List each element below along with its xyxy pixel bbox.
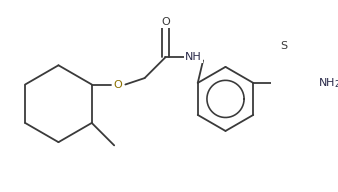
Text: S: S xyxy=(280,41,287,51)
Text: NH$_2$: NH$_2$ xyxy=(318,76,338,90)
Text: O: O xyxy=(161,17,170,27)
Text: O: O xyxy=(114,79,123,89)
Text: NH: NH xyxy=(185,52,202,62)
